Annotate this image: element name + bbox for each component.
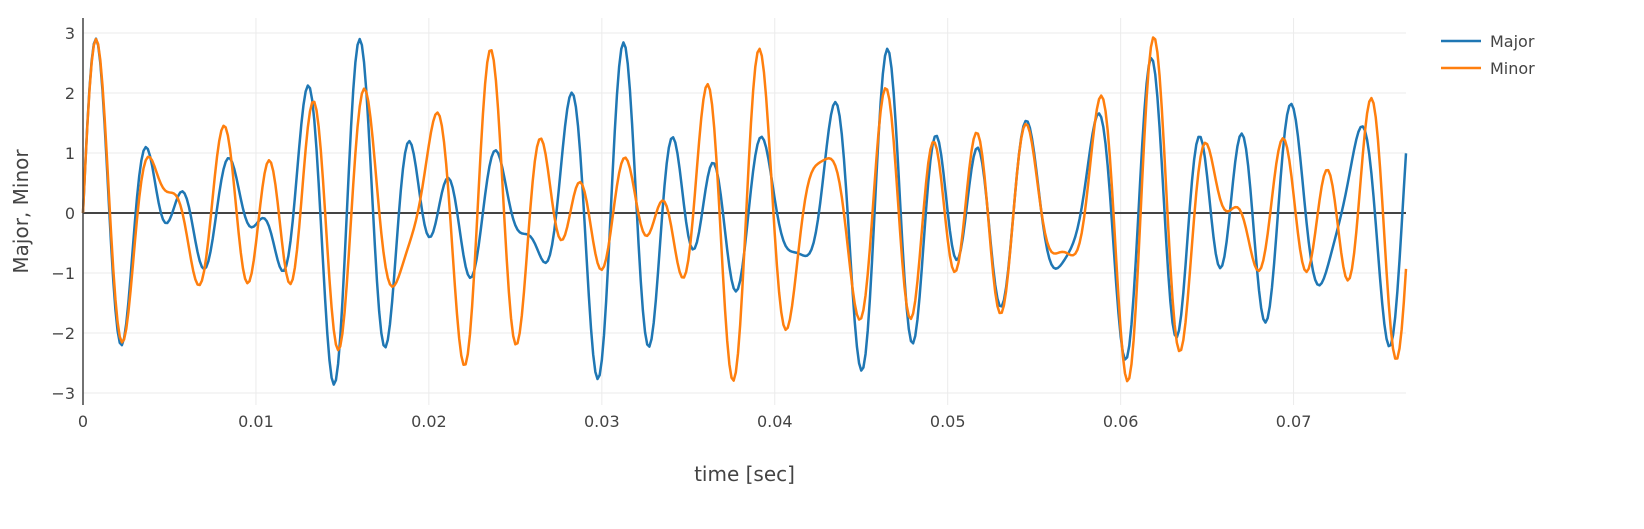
legend-label: Major — [1490, 32, 1535, 51]
x-tick-label: 0.05 — [930, 412, 966, 431]
plot-area — [81, 36, 1408, 386]
x-tick-label: 0.06 — [1103, 412, 1139, 431]
x-tick-label: 0.07 — [1276, 412, 1312, 431]
y-tick-label: 0 — [65, 204, 75, 223]
grid — [83, 18, 1406, 405]
y-tick-label: −2 — [51, 324, 75, 343]
series-line-minor — [81, 36, 1408, 383]
x-tick-label: 0.02 — [411, 412, 447, 431]
x-axis-title: time [sec] — [694, 462, 795, 486]
x-tick-label: 0.04 — [757, 412, 793, 431]
legend-item-major[interactable]: Major — [1441, 32, 1535, 51]
y-tick-label: 3 — [65, 24, 75, 43]
y-tick-label: −3 — [51, 384, 75, 403]
x-tick-labels: 0 0.01 0.02 0.03 0.04 0.05 0.06 0.07 — [78, 412, 1311, 431]
legend-label: Minor — [1490, 59, 1535, 78]
y-axis-title: Major, Minor — [9, 149, 33, 274]
x-tick-label: 0.01 — [238, 412, 274, 431]
y-tick-label: −1 — [51, 264, 75, 283]
x-tick-label: 0 — [78, 412, 88, 431]
legend-item-minor[interactable]: Minor — [1441, 59, 1535, 78]
legend[interactable]: Major Minor — [1441, 32, 1535, 78]
y-tick-labels: 3 2 1 0 −1 −2 −3 — [51, 24, 75, 403]
y-tick-label: 1 — [65, 144, 75, 163]
x-tick-label: 0.03 — [584, 412, 620, 431]
y-tick-label: 2 — [65, 84, 75, 103]
